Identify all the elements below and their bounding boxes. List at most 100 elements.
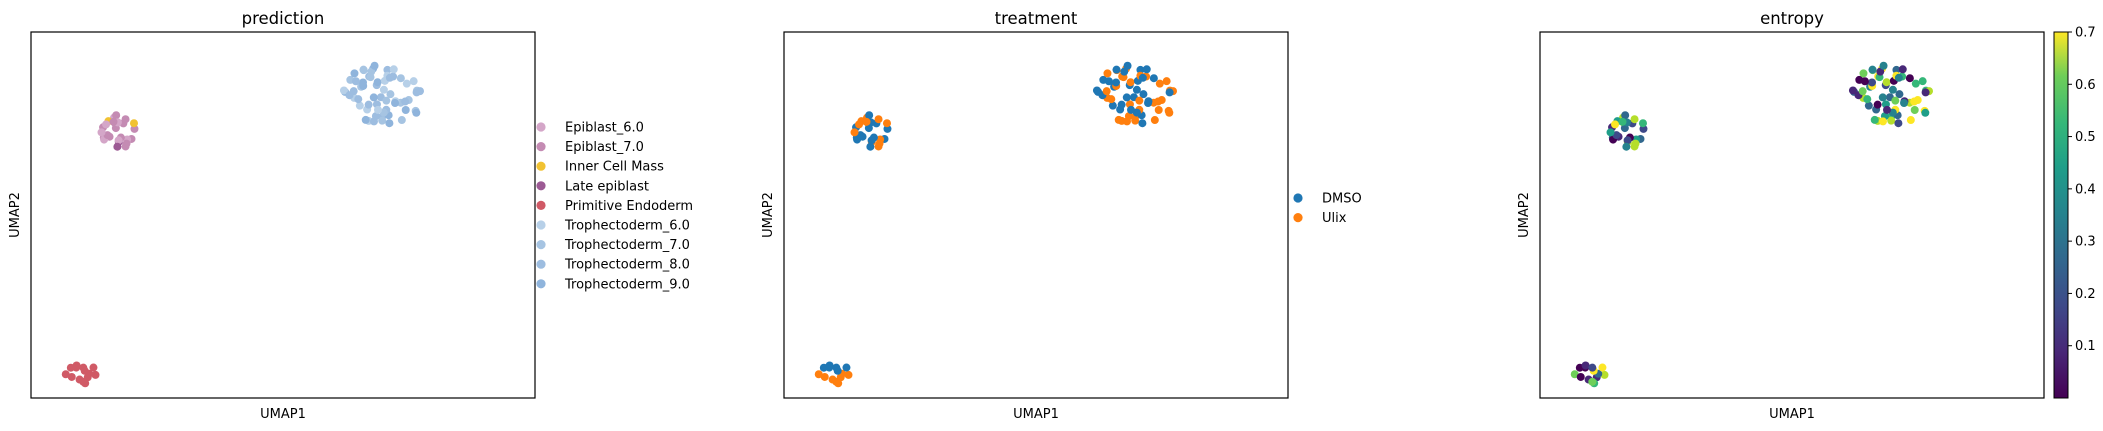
legend-marker xyxy=(536,161,546,171)
scatter-point xyxy=(1910,106,1919,115)
scatter-point xyxy=(391,99,400,108)
scatter-point xyxy=(1911,79,1920,88)
legend-label: Trophectoderm_6.0 xyxy=(564,219,690,234)
scatter-point xyxy=(1906,116,1915,125)
scatter-point xyxy=(350,69,359,78)
scatter-point xyxy=(855,120,864,129)
scatter-point xyxy=(1107,95,1116,104)
treatment-ylabel: UMAP2 xyxy=(761,192,776,238)
entropy-title: entropy xyxy=(1760,9,1824,28)
scatter-point xyxy=(1576,372,1585,381)
scatter-point xyxy=(396,74,405,83)
scatter-point xyxy=(867,136,876,145)
scatter-point xyxy=(820,372,829,381)
scatter-point xyxy=(1131,116,1140,125)
scatter-point xyxy=(832,377,841,386)
legend-label: Ulix xyxy=(1322,211,1347,226)
treatment-axes-frame xyxy=(783,31,1289,399)
legend-label: Trophectoderm_8.0 xyxy=(564,258,690,273)
scatter-point xyxy=(102,120,111,129)
scatter-point xyxy=(1092,86,1101,95)
scatter-point xyxy=(373,105,382,114)
legend-marker xyxy=(536,220,546,230)
scatter-point xyxy=(351,77,360,86)
colorbar-tick-label: 0.4 xyxy=(2075,182,2096,197)
scatter-point xyxy=(1882,78,1891,87)
entropy-xlabel: UMAP1 xyxy=(1769,407,1815,422)
scatter-point xyxy=(1891,96,1900,105)
scatter-point xyxy=(130,124,139,133)
scatter-point xyxy=(389,65,398,74)
scatter-point xyxy=(1859,69,1868,78)
scatter-point xyxy=(1162,77,1171,86)
colorbar-tick-label: 0.5 xyxy=(2075,130,2096,145)
scatter-point xyxy=(1863,95,1872,104)
scatter-point xyxy=(412,108,421,117)
scatter-point xyxy=(67,372,76,381)
scatter-point xyxy=(349,87,358,96)
scatter-point xyxy=(1621,111,1630,120)
scatter-point xyxy=(1892,65,1901,74)
scatter-point xyxy=(844,370,853,379)
scatter-point xyxy=(1570,370,1579,379)
scatter-point xyxy=(1878,117,1887,126)
scatter-point xyxy=(1860,77,1869,86)
legend-label: Inner Cell Mass xyxy=(565,160,664,175)
scatter-point xyxy=(1918,77,1927,86)
scatter-point xyxy=(875,139,884,148)
scatter-point xyxy=(1102,87,1111,96)
scatter-point xyxy=(1858,87,1867,96)
legend-label: DMSO xyxy=(1322,192,1362,207)
scatter-point xyxy=(1623,136,1632,145)
scatter-point xyxy=(1104,77,1113,86)
legend-marker xyxy=(536,240,546,250)
scatter-point xyxy=(339,86,348,95)
scatter-point xyxy=(1598,363,1607,372)
scatter-point xyxy=(1138,119,1147,128)
scatter-point xyxy=(378,116,387,125)
scatter-point xyxy=(1588,377,1597,386)
scatter-point xyxy=(1611,120,1620,129)
legend-marker xyxy=(536,200,546,210)
entropy-ylabel: UMAP2 xyxy=(1517,192,1532,238)
scatter-point xyxy=(359,78,368,87)
scatter-point xyxy=(359,65,368,74)
scatter-point xyxy=(370,61,379,70)
scatter-point xyxy=(1868,65,1877,74)
scatter-point xyxy=(1898,65,1907,74)
scatter-point xyxy=(1606,128,1615,137)
scatter-point xyxy=(1868,78,1877,87)
scatter-point xyxy=(1878,93,1887,102)
scatter-point xyxy=(1900,99,1909,108)
scatter-point xyxy=(79,377,88,386)
scatter-point xyxy=(1122,117,1131,126)
scatter-point xyxy=(1136,65,1145,74)
scatter-point xyxy=(865,111,874,120)
scatter-point xyxy=(1600,370,1609,379)
scatter-point xyxy=(832,363,841,372)
prediction-axes-frame xyxy=(30,31,536,399)
scatter-point xyxy=(1887,116,1896,125)
scatter-point xyxy=(1848,86,1857,95)
scatter-point xyxy=(1112,78,1121,87)
prediction-panel: prediction UMAP1 UMAP2 Epiblast_6.0Epibl… xyxy=(8,9,693,422)
entropy-axes-frame xyxy=(1539,31,2045,399)
scatter-point xyxy=(1150,116,1159,125)
legend-marker xyxy=(1293,213,1303,223)
entropy-colorbar xyxy=(2053,31,2069,399)
prediction-title: prediction xyxy=(242,9,325,28)
scatter-point xyxy=(1870,115,1879,124)
scatter-point xyxy=(1108,101,1117,110)
scatter-point xyxy=(1888,85,1897,94)
scatter-point xyxy=(1144,99,1153,108)
prediction-legend: Epiblast_6.0 Epiblast_7.0 Inner Cell Mass L… xyxy=(536,121,693,292)
scatter-point xyxy=(882,119,891,128)
prediction-ylabel: UMAP2 xyxy=(8,192,23,238)
legend-label: Primitive Endoderm xyxy=(565,199,693,214)
scatter-point xyxy=(1142,65,1151,74)
scatter-point xyxy=(1139,90,1148,99)
scatter-point xyxy=(401,97,410,106)
scatter-point xyxy=(1122,93,1131,102)
scatter-point xyxy=(1114,115,1123,124)
colorbar-tick-label: 0.6 xyxy=(2075,78,2096,93)
